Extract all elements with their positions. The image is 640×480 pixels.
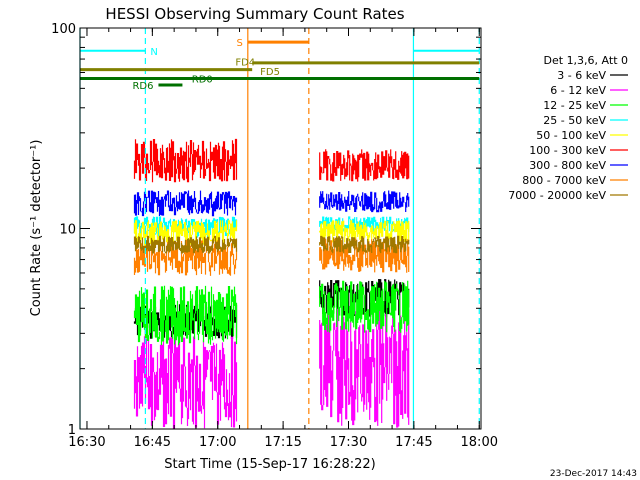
legend-label-50-100-kev: 50 - 100 keV	[536, 129, 606, 142]
legend-label-800-7000-kev: 800 - 7000 keV	[522, 174, 606, 187]
series-6-12-kev	[133, 308, 410, 429]
series-100-300-kev-segment-0	[133, 138, 238, 183]
series-800-7000-kev-segment-1	[319, 237, 410, 273]
series-12-25-kev-segment-1	[319, 280, 410, 333]
legend-label-3-6-kev: 3 - 6 keV	[557, 69, 606, 82]
series-6-12-kev-segment-0	[133, 336, 238, 429]
y-tick-label-1: 10	[59, 223, 76, 238]
flag-bar-fd4-label: FD4	[235, 58, 255, 69]
series-100-300-kev-segment-1	[319, 149, 410, 182]
series-6-12-kev-segment-1	[319, 308, 410, 428]
x-tick-label-4: 17:30	[330, 435, 367, 450]
series-300-800-kev-segment-1	[319, 190, 410, 213]
axes: 16:30 16:45 17:00 17:15 17:30 17:45 18:00 1 10 10…	[51, 22, 498, 450]
x-axis-label: Start Time (15-Sep-17 16:28:22)	[164, 457, 375, 472]
y-tick-label-2: 100	[51, 22, 76, 37]
y-tick-label-0: 1	[68, 423, 76, 438]
chart-title: HESSI Observing Summary Count Rates	[105, 5, 404, 23]
legend-label-7000-20000-kev: 7000 - 20000 keV	[508, 189, 606, 202]
flag-bar-s-label: S	[236, 38, 242, 49]
x-tick-label-0: 16:30	[68, 435, 105, 450]
x-tick-label-3: 17:15	[264, 435, 301, 450]
legend-label-100-300-kev: 100 - 300 keV	[529, 144, 606, 157]
x-tick-label-1: 16:45	[134, 435, 171, 450]
legend-title: Det 1,3,6, Att 0	[544, 54, 628, 67]
series-50-100-kev-segment-1	[319, 220, 410, 243]
flag-bar-n-label: N	[150, 47, 157, 58]
timestamp: 23-Dec-2017 14:43	[550, 469, 637, 479]
flag-bar-fd5-label: FD5	[260, 67, 280, 78]
series-7000-20000-kev-segment-1	[319, 235, 410, 254]
legend-label-300-800-kev: 300 - 800 keV	[529, 159, 606, 172]
series-300-800-kev-segment-0	[133, 190, 238, 217]
x-tick-label-2: 17:00	[199, 435, 236, 450]
legend-label-25-50-kev: 25 - 50 keV	[543, 114, 606, 127]
legend: 3 - 6 keV 6 - 12 keV 12 - 25 keV 25 - 50 ke…	[508, 69, 628, 202]
y-axis-label: Count Rate (s⁻¹ detector⁻¹)	[29, 140, 44, 317]
flag-bar-rd0-label: RD0	[192, 74, 213, 85]
data-layer	[133, 138, 410, 429]
legend-label-6-12-kev: 6 - 12 keV	[550, 84, 606, 97]
x-tick-label-6: 18:00	[461, 435, 498, 450]
x-tick-label-5: 17:45	[395, 435, 432, 450]
legend-label-12-25-kev: 12 - 25 keV	[543, 99, 606, 112]
series-300-800-kev	[133, 190, 410, 217]
series-100-300-kev	[133, 138, 410, 183]
flag-bars: N S FD4 FD5 RD0 RD6	[80, 38, 480, 92]
flag-bar-rd6-label: RD6	[132, 81, 153, 92]
